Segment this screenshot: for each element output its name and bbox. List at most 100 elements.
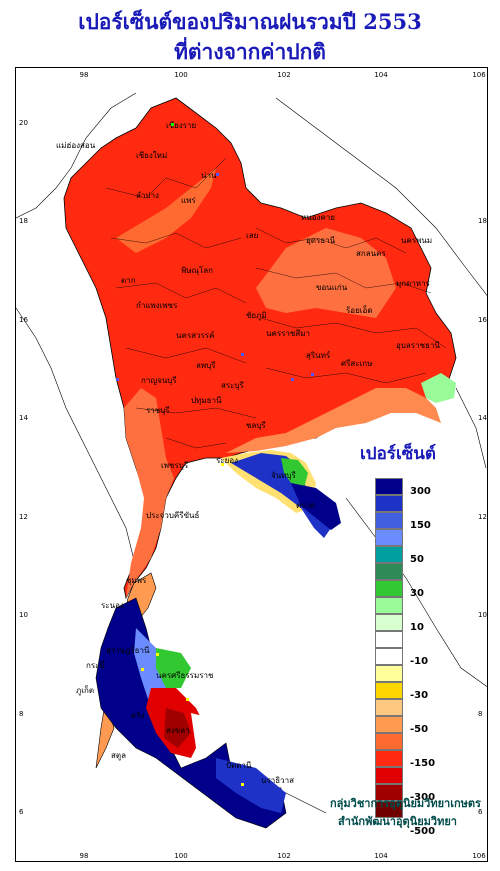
province-label: ราชบุรี: [146, 406, 170, 415]
station-dot: [241, 783, 244, 786]
province-label: ลพบุรี: [196, 361, 216, 370]
legend-label: -150: [410, 758, 436, 769]
legend-label: -30: [410, 690, 429, 701]
x-tick-bottom: 102: [277, 852, 290, 860]
province-label: นครพนม: [401, 236, 432, 245]
y-tick-left: 12: [19, 513, 28, 521]
y-tick-right: 14: [478, 414, 487, 422]
legend-swatch: [375, 750, 403, 767]
credit-line-1: กลุ่มวิชาการอุตุนิยมวิทยาเกษตร: [330, 797, 481, 810]
province-label: จันทบุรี: [271, 471, 297, 480]
y-tick-right: 8: [478, 710, 482, 718]
x-tick-top: 98: [80, 71, 89, 79]
province-label: ตราด: [296, 501, 315, 510]
legend-label: 50: [410, 554, 424, 565]
y-tick-left: 10: [19, 611, 28, 619]
legend-swatch: [375, 665, 403, 682]
province-label: น่าน: [201, 171, 217, 180]
station-dot: [186, 698, 189, 701]
province-label: กาญจนบุรี: [141, 376, 177, 385]
x-tick-top: 100: [174, 71, 187, 79]
province-label: เชียงใหม่: [136, 151, 167, 160]
legend-swatch: [375, 648, 403, 665]
province-label: หนองคาย: [301, 213, 335, 222]
province-label: สุราษฎร์ธานี: [106, 645, 150, 655]
province-label: นครราชสีมา: [266, 329, 310, 338]
province-label: ลำปาง: [136, 191, 159, 200]
legend-swatch: [375, 631, 403, 648]
station-dot: [116, 378, 119, 381]
province-label: กระบี่: [86, 659, 105, 670]
legend-swatch: [375, 546, 403, 563]
chanthaburi-green: [281, 458, 308, 488]
province-label: อุดรธานี: [306, 236, 336, 245]
y-tick-right: 12: [478, 513, 487, 521]
y-tick-left: 6: [19, 808, 24, 816]
y-tick-right: 18: [478, 217, 487, 225]
province-label: เพชรบุรี: [161, 461, 189, 470]
legend-label: 300: [410, 486, 431, 497]
station-dots: [116, 123, 314, 786]
x-tick-bottom: 104: [374, 852, 388, 860]
province-label: สกลนคร: [356, 249, 386, 258]
x-tick-bottom: 98: [80, 852, 89, 860]
station-dot: [311, 373, 314, 376]
province-label: สตูล: [111, 751, 126, 761]
province-label: ระยอง: [216, 456, 238, 465]
province-borders: [105, 157, 447, 449]
legend-swatch: [375, 478, 403, 495]
legend-label: -300: [410, 792, 436, 803]
legend-label: 150: [410, 520, 431, 531]
y-tick-left: 8: [19, 710, 23, 718]
rainfall-map-layer: [63, 97, 457, 829]
legend-swatch: [375, 495, 403, 512]
legend-label: -10: [410, 656, 429, 667]
map-title: เปอร์เซ็นต์ของปริมาณฝนรวมปี 2553: [78, 9, 422, 34]
station-dot: [141, 668, 144, 671]
province-label: เชียงราย: [166, 121, 196, 130]
legend-swatch: [375, 512, 403, 529]
province-label: สระบุรี: [221, 381, 245, 390]
province-label: ชัยภูมิ: [246, 311, 267, 321]
narathiwat-blue: [216, 758, 286, 813]
x-tick-bottom: 100: [174, 852, 187, 860]
province-label: ประจวบคีรีขันธ์: [146, 510, 200, 520]
province-labels: แม่ฮ่องสอน เชียงใหม่ เชียงราย ลำปาง แพร่…: [56, 121, 440, 785]
south-peninsula-green: [156, 648, 191, 688]
chanthaburi-blue: [231, 453, 331, 538]
province-label: สุรินทร์: [306, 350, 331, 360]
province-label: ปทุมธานี: [191, 396, 222, 405]
legend-swatch: [375, 529, 403, 546]
legend-swatch: [375, 784, 403, 801]
x-tick-bottom: 106: [472, 852, 486, 860]
station-dot: [221, 463, 224, 466]
province-label: มุกดาหาร: [396, 279, 431, 288]
province-label: ชลบุรี: [246, 421, 266, 430]
province-label: ตาก: [121, 276, 136, 285]
legend-swatches: [375, 478, 407, 818]
orange-zone-north: [116, 168, 216, 253]
province-label: อุบลราชธานี: [396, 341, 440, 350]
y-tick-right: 6: [478, 808, 483, 816]
ubon-green-spot: [421, 373, 456, 403]
map-frame: 98 100 102 104 106 98 100 102 104 106 20…: [15, 67, 488, 862]
x-ticks: 98 100 102 104 106 98 100 102 104 106: [80, 71, 487, 860]
legend-label: -500: [410, 826, 436, 837]
legend-swatch: [375, 716, 403, 733]
station-dot: [216, 173, 219, 176]
y-tick-right: 10: [478, 611, 487, 619]
province-label: แม่ฮ่องสอน: [56, 141, 96, 150]
map-subtitle: ที่ต่างจากค่าปกติ: [174, 39, 326, 64]
legend-title: เปอร์เซ็นต์: [360, 444, 436, 464]
y-tick-left: 20: [19, 119, 28, 127]
province-label: ชุมพร: [126, 576, 147, 585]
x-tick-top: 104: [374, 71, 388, 79]
map-canvas: 98 100 102 104 106 98 100 102 104 106 20…: [16, 71, 487, 860]
orange-zone-west: [124, 388, 174, 598]
province-label: ศรีสะเกษ: [341, 359, 372, 368]
legend-swatch: [375, 682, 403, 699]
province-label: เลย: [246, 231, 258, 240]
legend-swatch: [375, 614, 403, 631]
province-label: ตรัง: [131, 711, 144, 720]
legend-swatch: [375, 597, 403, 614]
